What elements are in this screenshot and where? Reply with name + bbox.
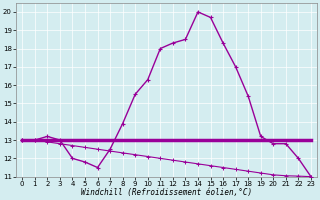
X-axis label: Windchill (Refroidissement éolien,°C): Windchill (Refroidissement éolien,°C) — [81, 188, 252, 197]
